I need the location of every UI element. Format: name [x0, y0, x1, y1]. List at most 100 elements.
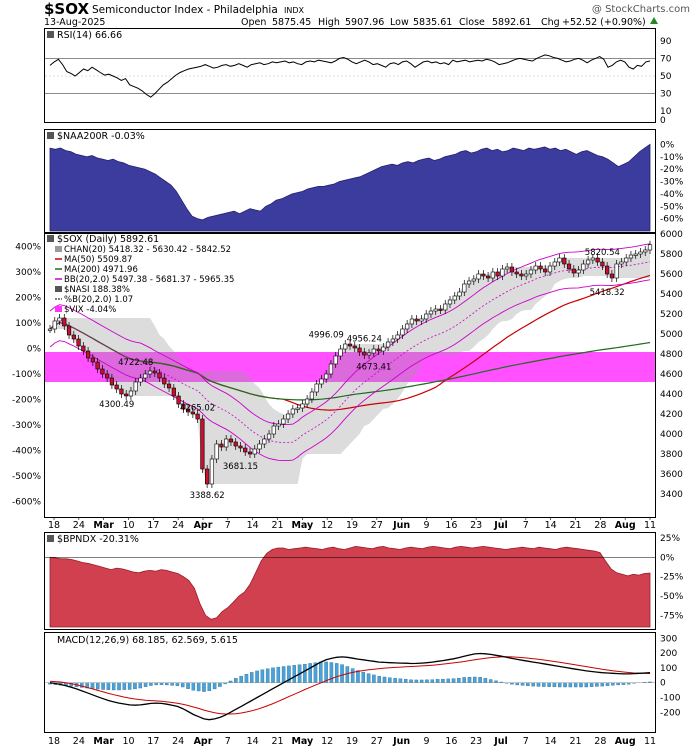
candle-body: [401, 329, 405, 335]
candle-body: [310, 392, 314, 399]
macd-histogram-bar: [123, 683, 126, 690]
up-arrow-icon: [650, 17, 658, 24]
macd-histogram-bar: [128, 683, 131, 690]
macd-histogram-bar: [165, 683, 168, 685]
candle-body: [520, 274, 524, 276]
bpndx-area: [50, 546, 650, 627]
candle-body: [496, 272, 500, 276]
x-tick-label-12: 19: [346, 520, 358, 531]
x-tick-label-bottom-22: 28: [594, 736, 606, 747]
rsi-title-marker: [47, 31, 54, 38]
candle-body: [443, 304, 447, 310]
nasi-y-tick-6: -200%: [12, 395, 41, 405]
macd-histogram-bar: [558, 683, 561, 687]
price-annotation-1: 4300.49: [99, 400, 134, 410]
macd-histogram-bar: [601, 683, 604, 686]
price-legend: CHAN(20) 5418.32 - 5630.42 - 5842.52 MA(…: [55, 245, 234, 315]
macd-histogram-bar: [91, 683, 94, 689]
candle-body: [124, 394, 128, 396]
macd-histogram-bar: [319, 662, 322, 683]
candle-body: [396, 335, 400, 339]
naa-y-tick-4: -40%: [660, 190, 684, 200]
price-y-tick-9: 5200: [660, 310, 683, 320]
rsi-y-tick-1: 10: [660, 107, 672, 117]
candle-body: [272, 426, 276, 434]
candle-body: [358, 348, 362, 352]
candle-body: [234, 442, 238, 446]
x-tick-label-23: Aug: [615, 520, 636, 531]
candle-body: [110, 378, 114, 385]
macd-histogram-bar: [144, 683, 147, 687]
x-tick-label-20: 14: [545, 520, 557, 531]
candle-body: [567, 264, 571, 269]
price-annotation-7: 4673.41: [356, 363, 391, 373]
x-tick-label-1: 24: [73, 520, 85, 531]
candle-body: [629, 255, 633, 258]
macd-histogram-bar: [372, 675, 375, 683]
candle-body: [448, 300, 452, 304]
macd-histogram-bar: [378, 676, 381, 682]
macd-histogram-bar: [303, 664, 306, 683]
candle-body: [282, 419, 286, 424]
candle-body: [515, 272, 519, 274]
candle-body: [458, 292, 462, 296]
macd-histogram-bar: [277, 667, 280, 683]
candle-body: [201, 419, 205, 469]
x-tick-label-bottom-24: 11: [644, 736, 656, 747]
x-tick-label-bottom-0: 18: [48, 736, 60, 747]
candle-body: [305, 399, 309, 404]
macd-histogram-bar: [590, 683, 593, 687]
x-tick-label-bottom-1: 24: [73, 736, 85, 747]
candle-body: [167, 384, 171, 388]
macd-histogram-bar: [213, 683, 216, 689]
candle-body: [596, 258, 600, 262]
candle-body: [553, 262, 557, 266]
candle-body: [205, 469, 209, 484]
candle-body: [58, 318, 62, 321]
candle-body: [591, 258, 595, 260]
x-tick-label-2: Mar: [93, 520, 114, 531]
macd-histogram-bar: [107, 683, 110, 690]
candle-body: [343, 344, 347, 349]
macd-histogram-bar: [186, 683, 189, 689]
candle-body: [258, 444, 262, 449]
macd-histogram-bar: [548, 683, 551, 687]
macd-histogram-bar: [367, 674, 370, 683]
macd-histogram-bar: [388, 678, 391, 683]
macd-histogram-bar: [409, 680, 412, 683]
x-tick-label-bottom-19: 7: [523, 736, 529, 747]
macd-histogram-bar: [617, 683, 620, 685]
candle-body: [486, 276, 490, 278]
candle-body: [524, 274, 528, 276]
candle-body: [491, 272, 495, 278]
x-tick-label-7: 7: [225, 520, 231, 531]
naa-y-tick-6: -60%: [660, 215, 684, 225]
candle-body: [148, 371, 152, 374]
macd-histogram-bar: [585, 683, 588, 687]
price-y-tick-1: 3600: [660, 470, 683, 480]
price-annotation-4: 3388.62: [190, 491, 225, 501]
candle-body: [315, 384, 319, 392]
x-tick-label-13: 27: [371, 520, 383, 531]
candle-body: [267, 434, 271, 439]
candle-body: [405, 324, 409, 329]
candle-body: [329, 364, 333, 374]
macd-histogram-bar: [537, 683, 540, 687]
candle-body: [243, 448, 247, 452]
candle-body: [339, 349, 343, 356]
x-tick-label-bottom-13: 27: [371, 736, 383, 747]
chg-value: +52.52 (+0.90%): [562, 17, 646, 28]
candle-body: [72, 335, 76, 339]
x-tick-label-11: 12: [321, 520, 333, 531]
candle-body: [420, 319, 424, 321]
nasi-y-tick-9: -500%: [12, 472, 41, 482]
x-tick-label-16: 16: [445, 520, 457, 531]
naa200r-area: [50, 144, 650, 231]
x-tick-label-14: Jun: [392, 520, 410, 531]
macd-histogram-bar: [149, 683, 152, 686]
x-tick-label-10: May: [291, 520, 314, 531]
candle-body: [539, 266, 543, 269]
macd-histogram-bar: [478, 677, 481, 682]
